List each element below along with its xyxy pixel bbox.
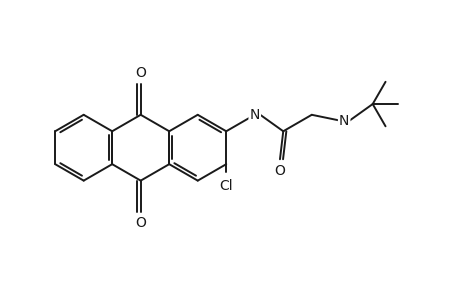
Text: O: O [274, 164, 285, 178]
Text: O: O [135, 216, 146, 230]
Text: O: O [135, 66, 146, 80]
Text: N: N [249, 108, 259, 122]
Text: N: N [338, 113, 349, 128]
Text: Cl: Cl [219, 179, 233, 193]
